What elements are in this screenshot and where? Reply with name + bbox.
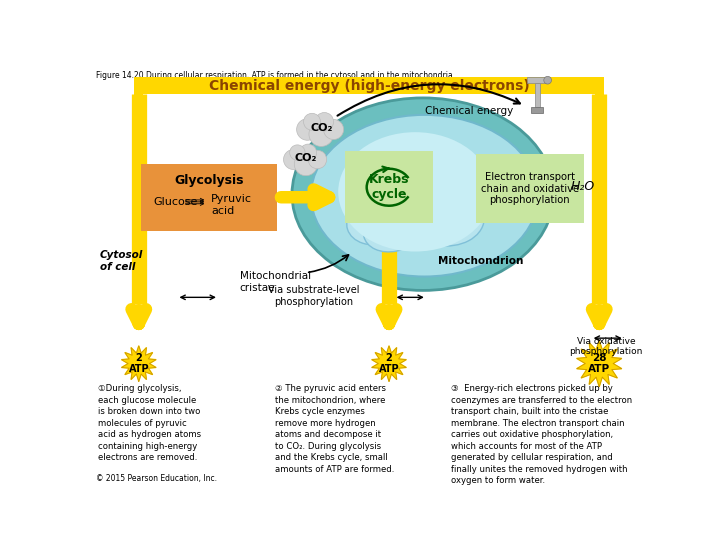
Bar — [134, 77, 604, 94]
Polygon shape — [577, 340, 622, 387]
Circle shape — [323, 119, 343, 139]
Text: Via oxidative
phosphorylation: Via oxidative phosphorylation — [570, 337, 643, 356]
Circle shape — [544, 76, 552, 84]
Circle shape — [289, 145, 305, 160]
Polygon shape — [122, 346, 156, 381]
Ellipse shape — [364, 209, 420, 252]
Text: Mitochondrial
cristae: Mitochondrial cristae — [240, 271, 311, 293]
Text: Chemical energy: Chemical energy — [425, 106, 513, 116]
Text: Figure 14.20 During cellular respiration, ATP is formed in the cytosol and in th: Figure 14.20 During cellular respiration… — [96, 71, 455, 80]
Text: CO₂: CO₂ — [310, 123, 333, 133]
Text: Pyruvic
acid: Pyruvic acid — [211, 194, 252, 216]
Text: Glucose: Glucose — [153, 197, 198, 207]
Text: Mitochondrion: Mitochondrion — [438, 256, 523, 266]
Bar — [134, 94, 143, 292]
Text: 2
ATP: 2 ATP — [128, 353, 149, 374]
Circle shape — [300, 144, 317, 161]
FancyBboxPatch shape — [345, 151, 433, 224]
Text: 2
ATP: 2 ATP — [379, 353, 400, 374]
Text: ①During glycolysis,
each glucose molecule
is broken down into two
molecules of p: ①During glycolysis, each glucose molecul… — [98, 384, 201, 462]
Ellipse shape — [400, 184, 485, 246]
Text: ② The pyruvic acid enters
the mitochondrion, where
Krebs cycle enzymes
remove mo: ② The pyruvic acid enters the mitochondr… — [275, 384, 395, 474]
Bar — [527, 77, 548, 83]
Ellipse shape — [396, 139, 473, 194]
Circle shape — [294, 153, 318, 176]
Ellipse shape — [338, 132, 492, 252]
Bar — [595, 94, 604, 292]
Ellipse shape — [348, 140, 459, 218]
Circle shape — [308, 150, 327, 168]
Ellipse shape — [292, 98, 554, 291]
Text: 28
ATP: 28 ATP — [588, 353, 611, 374]
Bar — [534, 83, 540, 107]
Text: Glycolysis: Glycolysis — [174, 174, 243, 187]
FancyBboxPatch shape — [476, 154, 584, 224]
Circle shape — [297, 119, 318, 140]
Text: © 2015 Pearson Education, Inc.: © 2015 Pearson Education, Inc. — [96, 475, 217, 483]
Ellipse shape — [347, 193, 415, 245]
Circle shape — [309, 122, 333, 146]
Polygon shape — [372, 346, 406, 381]
FancyBboxPatch shape — [141, 164, 277, 231]
Circle shape — [284, 150, 304, 170]
Text: Cytosol
of cell: Cytosol of cell — [99, 251, 143, 272]
Circle shape — [315, 112, 333, 131]
Text: Electron transport
chain and oxidative
phosphorylation: Electron transport chain and oxidative p… — [481, 172, 579, 205]
Bar — [531, 107, 543, 112]
Ellipse shape — [311, 115, 538, 276]
Text: CO₂: CO₂ — [294, 153, 317, 163]
Text: H₂O: H₂O — [571, 180, 595, 193]
Text: Via substrate-level
phosphorylation: Via substrate-level phosphorylation — [268, 285, 359, 307]
Text: ③  Energy-rich electrons picked up by
coenzymes are transferred to the electron
: ③ Energy-rich electrons picked up by coe… — [451, 384, 632, 485]
Text: Chemical energy (high-energy electrons): Chemical energy (high-energy electrons) — [209, 79, 529, 92]
Text: Krebs
cycle: Krebs cycle — [369, 173, 409, 201]
Circle shape — [304, 113, 320, 130]
